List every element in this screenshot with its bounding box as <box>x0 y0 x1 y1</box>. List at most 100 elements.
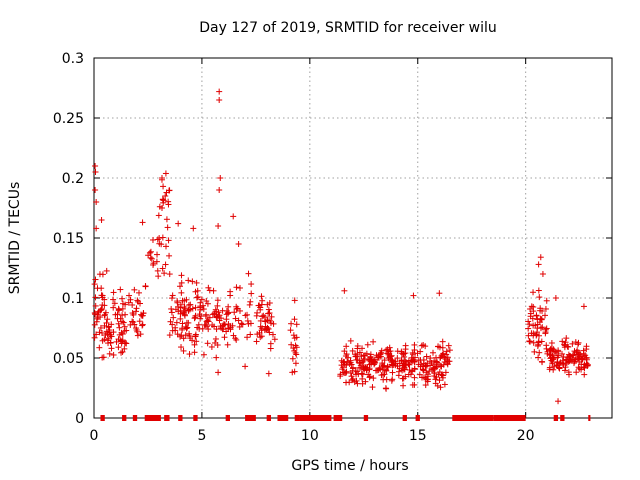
data-point <box>165 237 172 244</box>
zero-value-points <box>245 415 256 421</box>
y-tick-label: 0.3 <box>62 51 84 67</box>
data-point <box>139 312 146 319</box>
y-tick-labels: 0 0.05 0.1 0.15 0.2 0.25 0.3 <box>53 51 84 427</box>
data-point <box>366 373 373 380</box>
data-point <box>385 364 392 371</box>
data-point <box>364 364 371 371</box>
data-point <box>197 299 204 306</box>
data-point <box>202 321 209 328</box>
data-point <box>95 308 102 315</box>
data-point <box>119 312 126 319</box>
data-point <box>293 321 300 328</box>
data-point <box>221 321 228 328</box>
data-point <box>92 187 99 193</box>
data-point <box>400 362 407 369</box>
data-point <box>248 290 255 297</box>
data-point <box>402 373 409 380</box>
data-point <box>247 331 254 338</box>
data-point <box>91 321 98 328</box>
data-point <box>93 318 100 325</box>
x-tick-label: 5 <box>197 428 206 444</box>
data-point <box>555 347 562 354</box>
data-point <box>537 305 544 312</box>
data-point <box>409 351 416 358</box>
data-point <box>436 290 443 297</box>
data-point <box>237 307 244 314</box>
data-point <box>248 281 255 288</box>
data-point <box>542 305 549 312</box>
data-point <box>340 358 347 365</box>
data-point <box>441 359 448 366</box>
data-point <box>402 346 409 353</box>
data-point <box>101 302 108 309</box>
data-point <box>93 199 100 205</box>
x-tick-label: 15 <box>409 428 427 444</box>
data-point <box>442 369 449 376</box>
data-point <box>539 271 546 277</box>
data-point <box>543 342 550 349</box>
data-point <box>360 363 367 370</box>
data-point <box>116 324 123 331</box>
data-point <box>261 314 268 321</box>
data-point <box>411 341 418 348</box>
data-point <box>256 329 263 336</box>
data-point <box>269 331 276 338</box>
data-point <box>287 327 294 334</box>
data-point <box>205 318 212 325</box>
data-point <box>173 319 180 326</box>
data-point <box>244 311 251 318</box>
data-point <box>92 169 99 175</box>
data-point <box>121 345 128 352</box>
y-tick-label: 0.05 <box>53 351 84 367</box>
data-point <box>527 313 534 320</box>
data-point <box>146 249 153 256</box>
data-point <box>162 261 169 268</box>
data-point <box>576 353 583 360</box>
data-point <box>259 313 266 320</box>
data-point <box>349 375 356 382</box>
data-point <box>417 363 424 370</box>
data-point <box>411 346 418 353</box>
data-point <box>159 234 166 241</box>
data-point <box>422 362 429 369</box>
data-point <box>206 314 213 321</box>
data-point <box>233 336 240 343</box>
data-point <box>189 278 196 285</box>
data-point <box>422 382 429 389</box>
data-point <box>266 329 273 336</box>
data-point <box>547 345 554 352</box>
data-point <box>341 287 348 294</box>
data-point <box>539 359 546 366</box>
data-point <box>218 325 225 332</box>
chart-title: Day 127 of 2019, SRMTID for receiver wil… <box>199 20 497 36</box>
data-point <box>411 365 418 372</box>
data-point <box>443 348 450 355</box>
data-point <box>580 303 587 310</box>
data-point <box>154 251 161 258</box>
data-point <box>349 365 356 372</box>
data-point <box>129 318 136 325</box>
data-point <box>160 197 167 204</box>
zero-value-points <box>144 415 161 421</box>
data-point <box>117 286 124 293</box>
data-point <box>147 248 154 255</box>
data-point <box>530 322 537 329</box>
data-point <box>126 292 133 299</box>
data-point <box>337 373 344 380</box>
data-point <box>253 338 260 345</box>
zero-value-points <box>553 415 559 421</box>
data-point <box>170 314 177 321</box>
data-point <box>439 372 446 379</box>
data-point <box>536 294 543 301</box>
data-point <box>389 369 396 376</box>
zero-value-points <box>415 415 420 421</box>
data-point <box>525 325 532 332</box>
data-point <box>359 359 366 366</box>
data-point <box>119 295 126 302</box>
data-point <box>159 265 166 272</box>
data-point <box>265 310 272 317</box>
data-point <box>217 175 224 181</box>
data-point <box>526 338 533 345</box>
data-point <box>383 376 390 383</box>
data-point <box>401 350 408 357</box>
